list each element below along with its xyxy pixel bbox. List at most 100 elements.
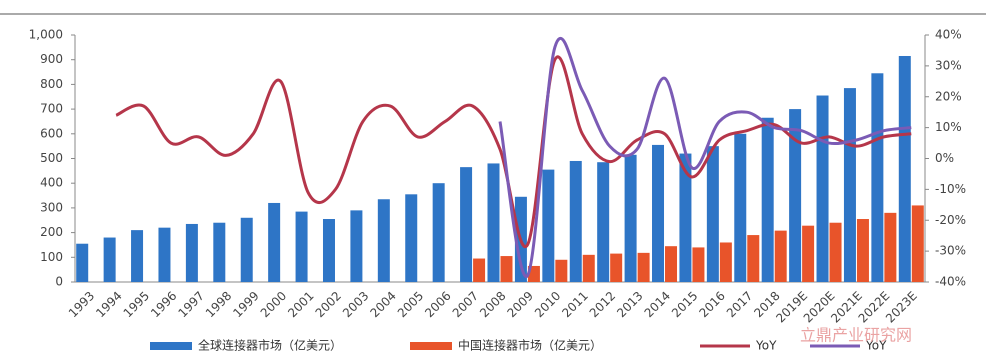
y-tick-label: 0 bbox=[55, 275, 63, 289]
legend: 全球连接器市场（亿美元） 中国连接器市场（亿美元） YoY YoY bbox=[150, 338, 887, 353]
bar bbox=[213, 222, 226, 282]
bar bbox=[761, 117, 774, 283]
y2-tick-label: 10% bbox=[935, 120, 962, 134]
bar bbox=[432, 183, 445, 282]
bar bbox=[692, 247, 705, 282]
x-tick-label: 2014 bbox=[642, 289, 673, 320]
bar bbox=[500, 256, 513, 282]
bar bbox=[624, 154, 637, 282]
bar bbox=[405, 194, 418, 282]
bar bbox=[240, 217, 253, 282]
x-tick-label: 2011 bbox=[559, 289, 590, 320]
y-tick-label: 800 bbox=[40, 77, 63, 91]
x-tick-label: 2015 bbox=[669, 289, 700, 320]
bar bbox=[706, 146, 719, 282]
y-tick-label: 600 bbox=[40, 126, 63, 140]
legend-swatch bbox=[150, 342, 192, 350]
x-tick-label: 1995 bbox=[121, 289, 152, 320]
x-tick-label: 1993 bbox=[66, 289, 97, 320]
bar bbox=[911, 205, 924, 282]
y-tick-label: 300 bbox=[40, 200, 63, 214]
x-tick-label: 2008 bbox=[477, 289, 508, 320]
x-tick-label: 1994 bbox=[93, 289, 124, 320]
bar bbox=[856, 219, 869, 282]
bar bbox=[734, 133, 747, 282]
bar bbox=[747, 235, 760, 282]
legend-label: YoY bbox=[755, 339, 777, 353]
x-tick-label: 2000 bbox=[258, 289, 289, 320]
y-tick-label: 700 bbox=[40, 102, 63, 116]
bar bbox=[569, 160, 582, 282]
y-tick-label: 900 bbox=[40, 52, 63, 66]
x-tick-label: 2009 bbox=[505, 289, 536, 320]
bar bbox=[582, 254, 595, 282]
x-tick-label: 2016 bbox=[696, 289, 727, 320]
legend-label: 全球连接器市场（亿美元） bbox=[198, 338, 342, 353]
x-tick-label: 2023E bbox=[883, 289, 920, 326]
y2-tick-label: 0% bbox=[935, 151, 954, 165]
y2-tick-label: -10% bbox=[935, 182, 966, 196]
bar bbox=[185, 223, 198, 282]
bar bbox=[884, 212, 897, 282]
x-tick-label: 2017 bbox=[724, 289, 755, 320]
y-tick-label: 400 bbox=[40, 176, 63, 190]
x-tick-label: 1998 bbox=[203, 289, 234, 320]
y2-tick-label: 30% bbox=[935, 58, 962, 72]
x-tick-label: 2001 bbox=[285, 289, 316, 320]
bar bbox=[460, 167, 473, 282]
x-tick-label: 2005 bbox=[395, 289, 426, 320]
x-tick-label: 2013 bbox=[614, 289, 645, 320]
watermark: 立鼎产业研究网 bbox=[800, 326, 912, 345]
x-tick-label: 2010 bbox=[532, 289, 563, 320]
x-tick-label: 2006 bbox=[422, 289, 453, 320]
y-tick-label: 500 bbox=[40, 151, 63, 165]
bar bbox=[377, 199, 390, 282]
bar bbox=[131, 230, 144, 282]
yoy-line bbox=[115, 55, 912, 249]
y2-tick-label: -30% bbox=[935, 244, 966, 258]
x-tick-label: 1997 bbox=[175, 289, 206, 320]
y-tick-label: 1,000 bbox=[29, 28, 63, 42]
legend-swatch bbox=[410, 342, 452, 350]
x-tick-label: 2003 bbox=[340, 289, 371, 320]
bar bbox=[898, 55, 911, 283]
bar bbox=[295, 211, 308, 282]
bar bbox=[665, 246, 678, 282]
x-tick-label: 2007 bbox=[450, 289, 481, 320]
bar bbox=[542, 169, 555, 282]
bar bbox=[829, 222, 842, 282]
bar bbox=[871, 73, 884, 282]
x-tick-label: 2004 bbox=[367, 289, 398, 320]
bar bbox=[350, 210, 363, 282]
y2-tick-label: 40% bbox=[935, 28, 962, 42]
bar bbox=[610, 253, 623, 282]
bar bbox=[774, 230, 787, 282]
bar bbox=[816, 95, 829, 282]
bar bbox=[637, 252, 650, 282]
bar bbox=[802, 225, 815, 282]
bar bbox=[322, 219, 335, 282]
bar bbox=[268, 202, 281, 282]
y2-tick-label: -40% bbox=[935, 275, 966, 289]
yoy-line bbox=[498, 37, 912, 278]
x-tick-label: 2012 bbox=[587, 289, 618, 320]
legend-label: 中国连接器市场（亿美元） bbox=[458, 338, 602, 353]
bar bbox=[473, 258, 486, 282]
bar bbox=[679, 153, 692, 282]
bar bbox=[487, 163, 500, 282]
y-tick-label: 100 bbox=[40, 250, 63, 264]
bar bbox=[555, 259, 568, 282]
bar bbox=[789, 109, 802, 282]
bar bbox=[719, 242, 732, 282]
y2-tick-label: 20% bbox=[935, 89, 962, 103]
legend-label: YoY bbox=[865, 339, 887, 353]
bar bbox=[158, 227, 171, 282]
y-tick-label: 200 bbox=[40, 225, 63, 239]
x-tick-label: 1996 bbox=[148, 289, 179, 320]
bar bbox=[843, 88, 856, 282]
x-tick-label: 1999 bbox=[230, 289, 261, 320]
x-tick-label: 2002 bbox=[313, 289, 344, 320]
bar bbox=[103, 237, 116, 282]
y2-tick-label: -20% bbox=[935, 213, 966, 227]
